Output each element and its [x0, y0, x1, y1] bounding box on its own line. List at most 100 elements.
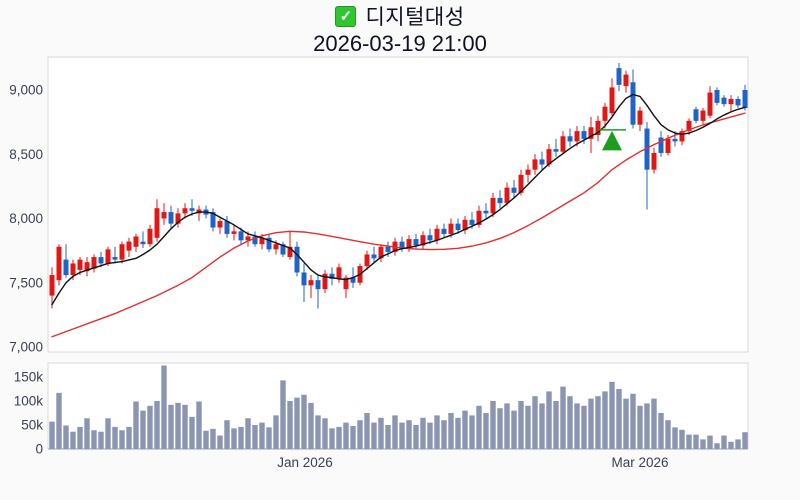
volume-bar	[343, 422, 349, 449]
candle-body	[595, 120, 601, 135]
ma-short-line	[51, 93, 746, 306]
volume-bar	[714, 443, 720, 449]
candle-body	[287, 246, 293, 258]
volume-bar	[259, 422, 265, 449]
volume-bar	[693, 434, 699, 449]
volume-bar	[84, 418, 90, 449]
volume-bar	[238, 426, 244, 449]
candle-body	[497, 197, 503, 204]
candle-body	[560, 136, 566, 152]
volume-bar	[161, 365, 167, 449]
candle-body	[210, 212, 216, 228]
volume-bar	[574, 403, 580, 449]
candle-body	[378, 246, 384, 259]
price-tick-label: 7,500	[9, 275, 43, 290]
candle-body	[238, 231, 244, 241]
candle-body	[119, 244, 125, 260]
volume-tick-label: 150k	[14, 370, 44, 385]
volume-bar	[455, 417, 461, 449]
volume-bar	[189, 416, 195, 449]
volume-bar	[147, 405, 153, 449]
volume-bar	[679, 429, 685, 449]
checked-checkbox-icon[interactable]: ✓	[335, 5, 357, 27]
volume-bar	[350, 425, 356, 449]
candle-body	[385, 246, 391, 252]
candle-body	[616, 68, 622, 85]
candle-body	[161, 212, 167, 219]
candle-body	[84, 262, 90, 272]
candle-body	[525, 169, 531, 175]
chart-header: ✓ 디지털대성 2026-03-19 21:00	[0, 2, 800, 57]
volume-bar	[371, 422, 377, 449]
candle-body	[553, 149, 559, 152]
volume-bar	[308, 402, 314, 449]
volume-bar	[434, 415, 440, 449]
volume-bar	[196, 401, 202, 449]
candle-body	[70, 263, 76, 276]
candle-body	[322, 273, 328, 290]
ma-long-line	[51, 112, 746, 338]
candle-body	[329, 273, 335, 279]
volume-bar	[231, 428, 237, 449]
volume-bar	[210, 428, 216, 449]
volume-bar	[588, 398, 594, 449]
candle-body	[168, 212, 174, 224]
volume-bar	[483, 413, 489, 449]
volume-bar	[532, 396, 538, 449]
candle-body	[49, 275, 55, 296]
candle-body	[266, 237, 272, 250]
candle-body	[476, 210, 482, 225]
candle-body	[175, 213, 181, 224]
volume-bar	[77, 426, 83, 449]
volume-bar	[616, 389, 622, 449]
candle-body	[602, 106, 608, 121]
candle-body	[455, 223, 461, 231]
volume-bar	[168, 404, 174, 449]
candle-body	[420, 235, 426, 246]
candle-body	[280, 244, 286, 255]
volume-bar	[133, 401, 139, 449]
candle-body	[371, 254, 377, 259]
volume-bar	[322, 418, 328, 449]
candle-body	[693, 109, 699, 121]
candle-body	[315, 280, 321, 290]
volume-bar	[203, 430, 209, 449]
volume-bar	[539, 403, 545, 449]
volume-bar	[511, 410, 517, 449]
candle-body	[56, 246, 62, 281]
volume-bar	[140, 410, 146, 449]
volume-bar	[294, 397, 300, 449]
candle-body	[448, 223, 454, 234]
stock-title: 디지털대성	[365, 6, 465, 29]
volume-bar	[665, 420, 671, 449]
volume-bar	[385, 425, 391, 449]
volume-bar	[364, 413, 370, 449]
candle-body	[742, 90, 748, 108]
volume-bar	[504, 403, 510, 449]
candle-body	[105, 249, 111, 264]
candle-body	[364, 254, 370, 267]
candle-body	[63, 259, 69, 276]
candle-body	[182, 208, 188, 214]
volume-bar	[287, 401, 293, 449]
volume-bar	[546, 391, 552, 449]
candle-body	[308, 280, 314, 286]
candle-body	[609, 87, 615, 114]
volume-bar	[315, 415, 321, 449]
volume-tick-label: 100k	[14, 394, 44, 409]
candle-body	[504, 187, 510, 204]
volume-bar	[721, 435, 727, 449]
volume-bar	[637, 405, 643, 449]
candle-body	[672, 138, 678, 142]
volume-bar	[427, 422, 433, 449]
candle-body	[413, 239, 419, 246]
volume-bar	[119, 430, 125, 449]
volume-tick-label: 0	[35, 442, 43, 457]
candle-body	[462, 219, 468, 231]
volume-bar	[280, 380, 286, 449]
volume-bar	[217, 435, 223, 449]
volume-bar	[630, 393, 636, 449]
volume-bar	[609, 381, 615, 449]
candle-body	[350, 277, 356, 283]
